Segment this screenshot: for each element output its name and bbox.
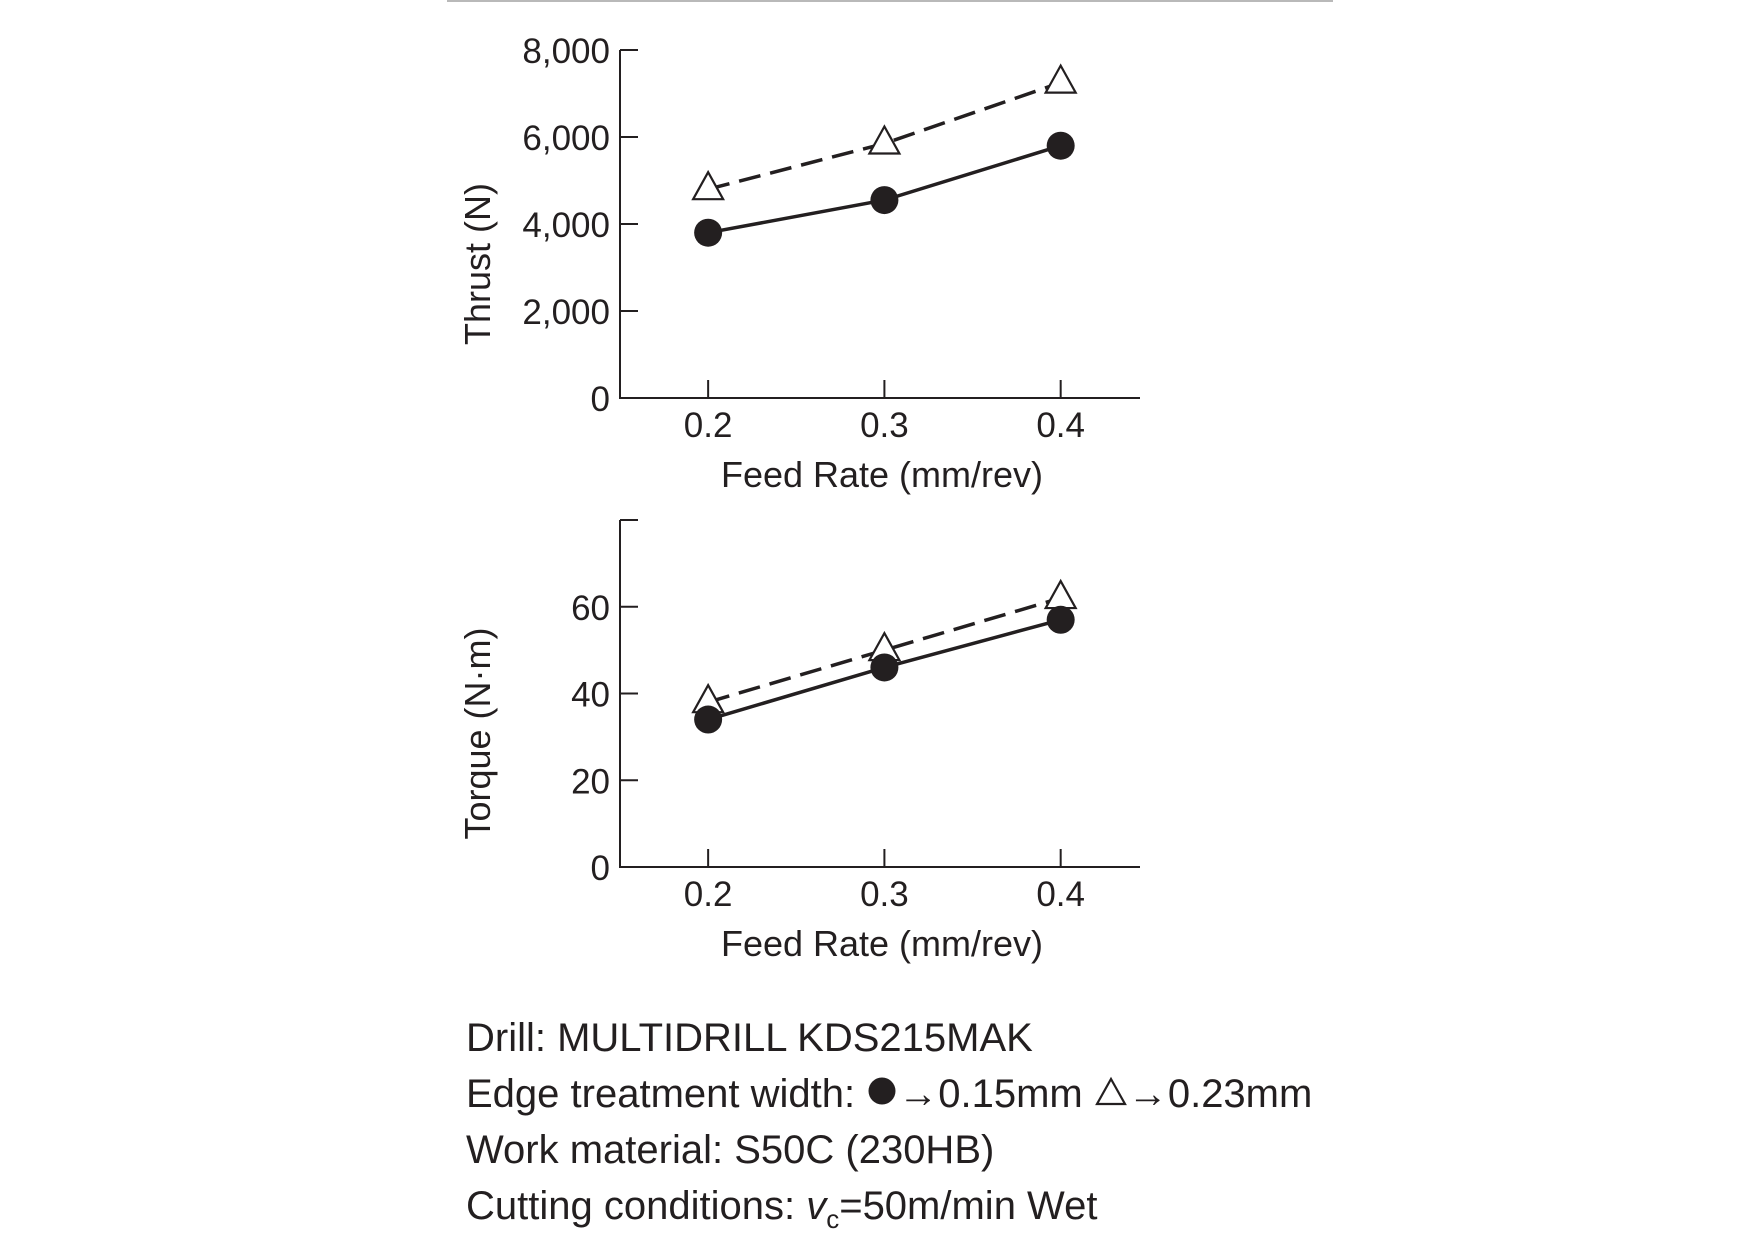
- data-point-circle: [694, 218, 723, 247]
- edge-triangle-value: →0.23mm: [1127, 1072, 1313, 1116]
- data-point-triangle: [1043, 578, 1078, 610]
- x-tick-label: 0.3: [860, 406, 909, 445]
- data-point-circle: [1046, 131, 1075, 160]
- data-point-circle: [694, 705, 723, 734]
- y-tick-label: 6,000: [522, 119, 610, 158]
- y-tick-label: 0: [591, 849, 610, 888]
- cutting-speed-symbol: vc: [806, 1184, 839, 1234]
- series-line-dashed: [707, 80, 1062, 191]
- data-point-triangle: [1043, 63, 1078, 94]
- x-tick-label: 0.4: [1036, 875, 1085, 914]
- cutting-speed-subscript: c: [826, 1204, 840, 1234]
- work-material-note: Work material: S50C (230HB): [466, 1128, 995, 1172]
- x-axis-title: Feed Rate (mm/rev): [721, 454, 1043, 495]
- test-conditions: Drill: MULTIDRILL KDS215MAK Edge treatme…: [466, 1010, 1312, 1247]
- y-tick-label: 8,000: [522, 32, 610, 71]
- cutting-conditions-note: Cutting conditions: vc=50m/min Wet: [466, 1178, 1312, 1247]
- edge-circle-value: →0.15mm: [898, 1072, 1094, 1116]
- data-point-circle: [870, 653, 899, 682]
- x-axis-title: Feed Rate (mm/rev): [721, 923, 1043, 964]
- y-tick-label: 60: [571, 589, 610, 628]
- edge-treatment-label: Edge treatment width:: [466, 1072, 867, 1116]
- cutting-conditions-value: =50m/min Wet: [839, 1184, 1098, 1228]
- y-tick-label: 2,000: [522, 293, 610, 332]
- x-tick-label: 0.2: [684, 406, 733, 445]
- y-tick-label: 20: [571, 762, 610, 801]
- filled-circle-icon: [868, 1077, 896, 1105]
- x-tick-label: 0.4: [1036, 406, 1085, 445]
- y-axis-title: Torque (N·m): [457, 627, 498, 839]
- y-tick-label: 40: [571, 676, 610, 715]
- x-tick-label: 0.2: [684, 875, 733, 914]
- y-tick-label: 0: [591, 380, 610, 419]
- thrust-chart: 0 2,000 4,000 6,000 8,000 0.2 0.3 0.4 Feed Rate …: [457, 32, 1140, 495]
- data-point-triangle: [867, 124, 902, 155]
- x-tick-label: 0.3: [860, 875, 909, 914]
- torque-chart: 0 20 40 60 0.2 0.3 0.4 Feed Rate (mm/rev) Torque…: [457, 519, 1140, 964]
- data-point-circle: [870, 186, 899, 215]
- cutting-speed-v: v: [806, 1184, 827, 1228]
- data-point-triangle: [691, 169, 726, 201]
- y-axis-title: Thrust (N): [457, 183, 498, 345]
- edge-treatment-note: Edge treatment width: →0.15mm →0.23mm: [466, 1066, 1312, 1122]
- open-triangle-icon: [1094, 1076, 1127, 1106]
- data-point-circle: [1046, 605, 1075, 634]
- series-line-dashed: [707, 596, 1062, 704]
- drill-note: Drill: MULTIDRILL KDS215MAK: [466, 1016, 1033, 1060]
- cutting-conditions-label: Cutting conditions:: [466, 1184, 807, 1228]
- top-divider: [447, 0, 1333, 2]
- y-tick-label: 4,000: [522, 206, 610, 245]
